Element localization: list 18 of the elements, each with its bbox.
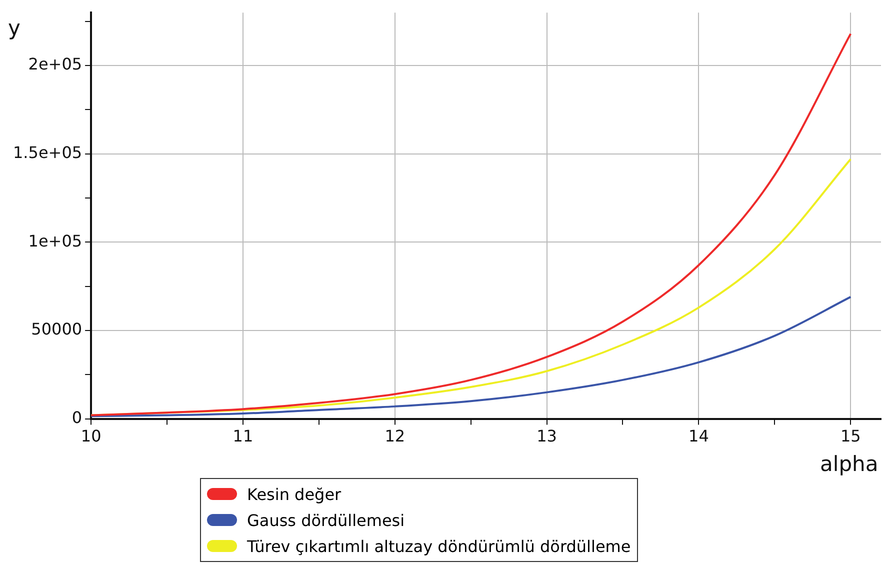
y-tick-label: 1.5e+05	[12, 143, 82, 162]
y-axis-title: y	[8, 16, 20, 40]
y-tick-label: 50000	[31, 320, 82, 339]
y-tick-label: 2e+05	[28, 54, 82, 74]
x-tick-label: 14	[688, 426, 709, 446]
legend-label: Kesin değer	[247, 484, 342, 504]
legend-label: Türev çıkartımlı altuzay döndürümlü dördülleme	[247, 536, 631, 556]
x-tick-label: 12	[384, 426, 406, 446]
x-tick-label: 15	[840, 426, 861, 446]
legend-label: Gauss dördüllemesi	[247, 510, 405, 530]
y-tick-label: 0	[72, 408, 82, 427]
x-tick-label: 10	[80, 426, 102, 446]
y-tick-label: 1e+05	[28, 231, 82, 250]
x-tick-label: 13	[536, 426, 557, 446]
line-series	[91, 32, 852, 416]
line-series	[91, 296, 852, 418]
x-tick-label: 11	[232, 426, 254, 446]
x-axis-title: alpha	[820, 452, 878, 476]
